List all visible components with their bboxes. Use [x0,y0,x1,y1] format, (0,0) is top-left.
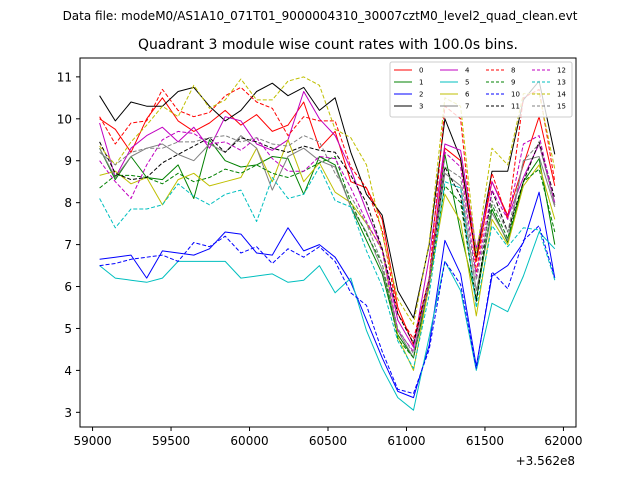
legend-label-5: 5 [465,79,469,87]
series-line-6 [99,139,556,371]
plot-area: 59000 59500 60000 60500 61000 61500 62000 3 4 5 6 7… [57,57,583,448]
series-line-0 [99,97,556,346]
legend-label-15: 15 [557,103,566,111]
x-tick-label: 61500 [466,434,504,448]
legend-label-7: 7 [465,103,469,111]
legend-box [389,61,573,118]
legend-label-4: 4 [465,67,470,75]
legend-label-9: 9 [511,79,515,87]
y-tick-label: 11 [57,70,72,84]
legend-label-1: 1 [419,79,423,87]
y-tick-label: 7 [64,238,72,252]
header-text: Data file: modeM0/AS1A10_071T01_90000043… [63,9,578,23]
legend-label-0: 0 [419,67,423,75]
legend-label-3: 3 [419,103,423,111]
y-tick-label: 3 [64,406,72,420]
series-lines [99,76,556,411]
legend-label-2: 2 [419,91,423,99]
x-offset-label: +3.562e8 [516,454,575,468]
legend-label-6: 6 [465,91,470,99]
y-tick-label: 5 [64,322,72,336]
series-line-11 [99,137,556,344]
legend-label-13: 13 [557,79,566,87]
legend-label-10: 10 [511,91,520,99]
series-line-7 [99,135,556,359]
legend-label-8: 8 [511,67,515,75]
series-line-12 [99,130,556,352]
series-line-9 [99,156,556,359]
x-tick-label: 62000 [544,434,582,448]
y-tick-label: 10 [57,112,72,126]
y-tick-label: 4 [64,364,72,378]
x-tick-label: 61000 [387,434,425,448]
y-tick-label: 8 [64,196,72,210]
x-tick-label: 60000 [230,434,268,448]
series-line-15 [99,135,556,355]
chart-title: Quadrant 3 module wise count rates with … [138,37,518,53]
series-line-10 [99,225,556,394]
series-line-5 [99,231,556,411]
x-tick-label: 59500 [152,434,190,448]
y-tick-label: 9 [64,154,72,168]
series-line-3 [99,80,556,319]
legend-label-11: 11 [511,103,520,111]
y-tick-label: 6 [64,280,72,294]
series-line-8 [99,86,556,340]
series-line-13 [99,166,556,369]
legend-label-14: 14 [557,91,566,99]
series-line-14 [99,76,556,325]
legend-label-12: 12 [557,67,566,75]
x-tick-label: 59000 [73,434,111,448]
x-tick-label: 60500 [309,434,347,448]
